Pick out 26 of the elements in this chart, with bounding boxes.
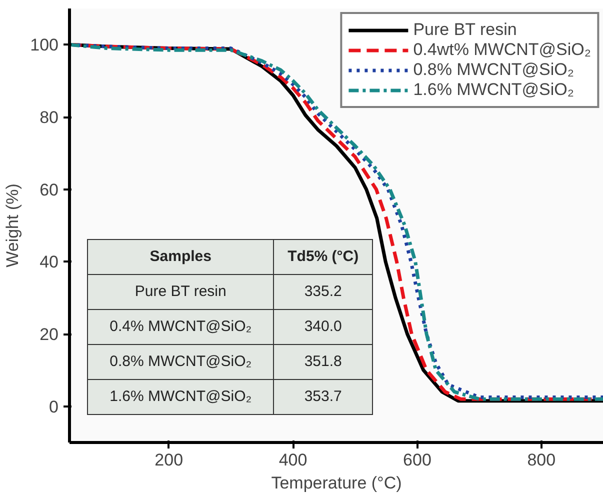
annotation: 340.0 bbox=[274, 310, 372, 344]
annotation: Td5% (°C) bbox=[274, 240, 372, 274]
annotation: 351.8 bbox=[274, 344, 372, 380]
legend-label: 1.6% MWCNT@SiO₂ bbox=[413, 80, 574, 100]
x-tick-label: 800 bbox=[527, 450, 556, 470]
x-axis-title: Temperature (°C) bbox=[271, 474, 402, 492]
annotation: 353.7 bbox=[274, 380, 372, 414]
annotation: 0.4% MWCNT@SiO₂ bbox=[88, 310, 274, 344]
annotation: 0.8% MWCNT@SiO₂ bbox=[88, 344, 274, 380]
y-axis-title: Weight (%) bbox=[3, 184, 22, 268]
legend-label: 0.4wt% MWCNT@SiO₂ bbox=[413, 40, 591, 60]
x-tick-label: 200 bbox=[154, 450, 184, 470]
y-tick-label: 100 bbox=[30, 36, 59, 55]
y-tick-label: 40 bbox=[40, 252, 59, 272]
annotation: Pure BT resin bbox=[88, 274, 274, 310]
annotation: 1.6% MWCNT@SiO₂ bbox=[88, 380, 274, 414]
annotation: Samples bbox=[88, 240, 274, 274]
y-tick-label: 0 bbox=[49, 397, 59, 416]
y-tick-label: 80 bbox=[40, 108, 59, 127]
y-tick-label: 60 bbox=[40, 180, 59, 200]
x-tick-label: 400 bbox=[278, 450, 308, 470]
y-tick-label: 20 bbox=[40, 325, 59, 344]
legend-label: 0.8% MWCNT@SiO₂ bbox=[413, 60, 574, 80]
legend-label: Pure BT resin bbox=[413, 20, 517, 40]
annotation: 335.2 bbox=[274, 274, 372, 310]
x-tick-label: 600 bbox=[403, 450, 432, 470]
